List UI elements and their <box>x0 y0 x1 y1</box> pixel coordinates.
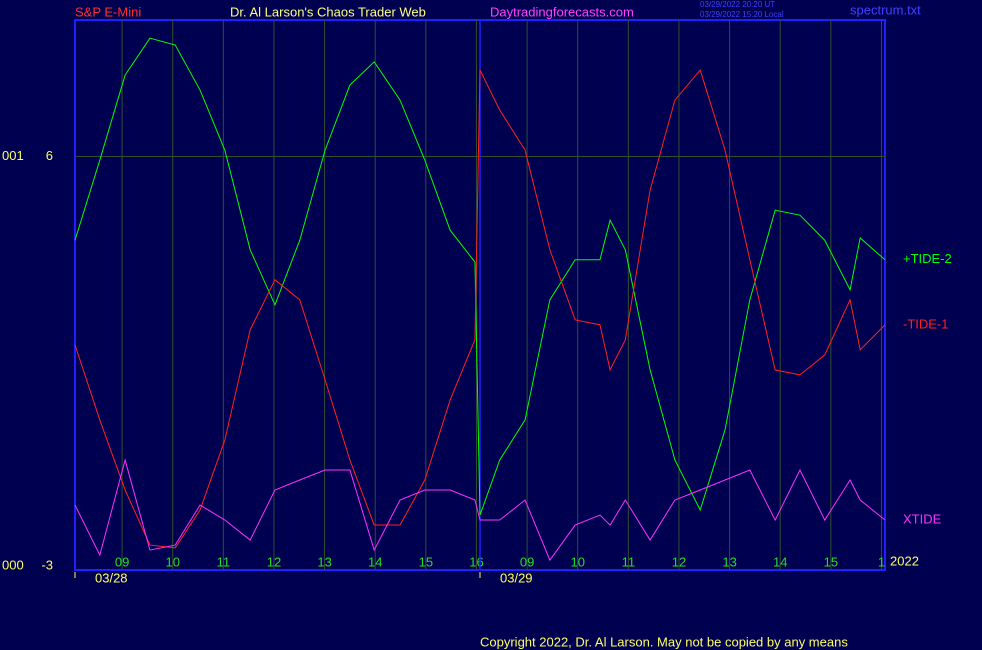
x-tick-label: 13 <box>317 554 331 569</box>
y-side-label: 000 <box>2 557 24 572</box>
file-name: spectrum.txt <box>850 2 921 17</box>
x-tick-label: 15 <box>824 554 838 569</box>
x-tick-label: 11 <box>622 554 636 569</box>
time-local: 03/29/2022 15:20 Local <box>700 10 784 19</box>
year: 2022 <box>890 553 919 568</box>
x-tick-label: 12 <box>672 554 686 569</box>
time-ut: 03/29/2022 20:20 UT <box>700 0 775 9</box>
tide-line <box>74 37 886 516</box>
x-tick-label: 16 <box>469 554 483 569</box>
site: Daytradingforecasts.com <box>490 4 634 19</box>
copyright: Copyright 2022, Dr. Al Larson. May not b… <box>480 634 848 649</box>
y-tick-label: 6 <box>46 148 53 163</box>
date-label: 03/29 <box>500 570 533 585</box>
x-tick-label: 14 <box>773 554 787 569</box>
x-tick-label: 09 <box>115 554 129 569</box>
tide-line <box>74 458 886 562</box>
author: Dr. Al Larson's Chaos Trader Web <box>230 4 426 19</box>
x-tick-label: 12 <box>267 554 281 569</box>
x-tick-label: 15 <box>419 554 433 569</box>
x-tick-label: 10 <box>570 554 584 569</box>
symbol: S&P E-Mini <box>75 4 141 19</box>
x-tick-label: 14 <box>368 554 382 569</box>
x-tick-label: 11 <box>217 554 231 569</box>
y-tick-label: -3 <box>41 557 53 572</box>
x-tick-label: 09 <box>520 554 534 569</box>
legend-entry: +TIDE-2 <box>903 251 952 266</box>
date-label: 03/28 <box>95 570 128 585</box>
x-tick-label: 13 <box>722 554 736 569</box>
x-tick-label: 10 <box>165 554 179 569</box>
x-tick-label: 1 <box>878 554 885 569</box>
y-side-label: 001 <box>2 148 24 163</box>
tide-line <box>74 69 886 549</box>
legend-entry: XTIDE <box>903 511 942 526</box>
legend-entry: -TIDE-1 <box>903 316 949 331</box>
